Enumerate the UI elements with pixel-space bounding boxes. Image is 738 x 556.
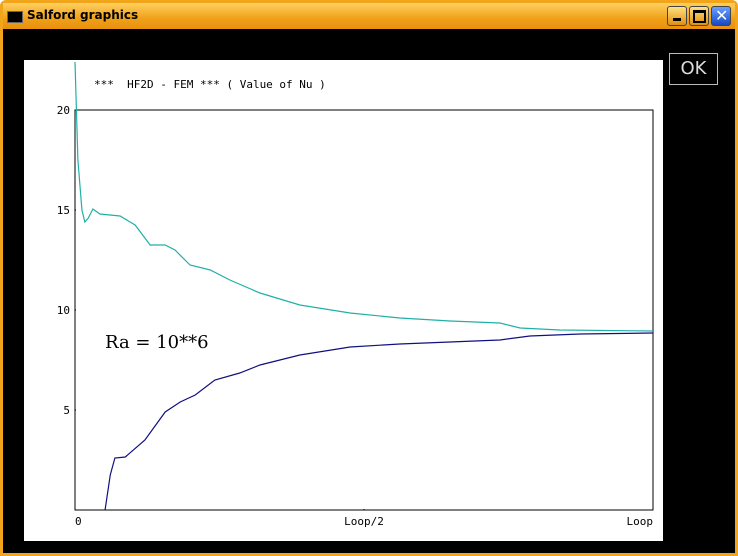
annotation: Ra = 10**6: [105, 332, 209, 353]
y-tick-label: 15: [57, 204, 70, 217]
maximize-button[interactable]: [689, 6, 709, 26]
ok-button[interactable]: OK: [669, 53, 718, 85]
chart-title: *** HF2D - FEM *** ( Value of Nu ): [94, 78, 326, 91]
y-tick-label: 10: [57, 304, 70, 317]
chart: *** HF2D - FEM *** ( Value of Nu ) Ra = …: [24, 60, 663, 541]
minimize-button[interactable]: [667, 6, 687, 26]
y-tick-label: 5: [63, 404, 70, 417]
data-line: [74, 61, 654, 332]
window-title: Salford graphics: [27, 8, 139, 22]
data-line: [104, 332, 654, 511]
window-icon: [7, 11, 23, 23]
title-bar: Salford graphics ✕: [3, 3, 735, 29]
close-button[interactable]: ✕: [711, 6, 731, 26]
x-tick-label: 0: [75, 515, 82, 528]
y-tick-label: 20: [57, 104, 70, 117]
x-tick-label: Loop/2: [344, 515, 384, 528]
plot-background: [24, 60, 663, 541]
x-tick-label: Loop: [627, 515, 654, 528]
